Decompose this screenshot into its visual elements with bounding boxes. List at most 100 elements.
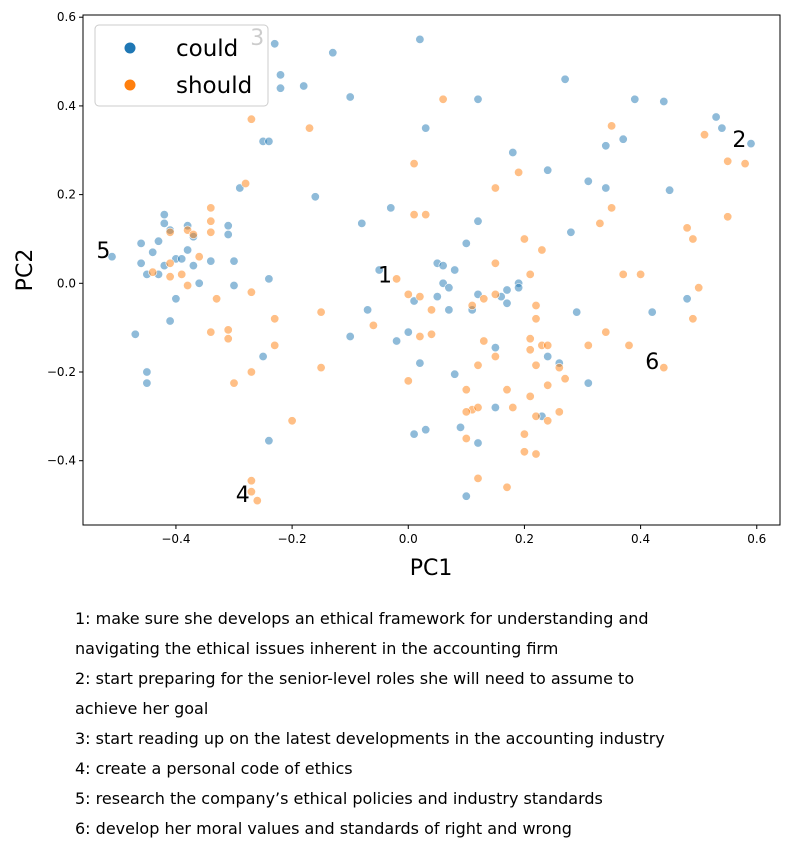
scatter-point-should	[554, 363, 564, 373]
x-tick-label: 0.2	[515, 532, 534, 546]
scatter-point-could	[328, 48, 338, 58]
scatter-point-should	[246, 487, 256, 497]
scatter-point-should	[688, 314, 698, 324]
legend-box	[94, 24, 269, 107]
scatter-point-could	[490, 343, 500, 353]
scatter-point-could	[473, 94, 483, 104]
scatter-point-could	[275, 70, 285, 80]
scatter-point-should	[502, 482, 512, 492]
scatter-point-should	[740, 159, 750, 169]
scatter-point-should	[659, 363, 669, 373]
scatter-point-could	[601, 183, 611, 193]
scatter-point-could	[438, 261, 448, 271]
x-tick-label: 0.0	[399, 532, 418, 546]
scatter-point-should	[618, 269, 628, 279]
scatter-point-should	[392, 274, 402, 284]
caption-line: 5: research the company’s ethical polici…	[75, 789, 603, 808]
scatter-point-should	[519, 234, 529, 244]
y-tick-label: −0.4	[47, 454, 76, 468]
scatter-point-could	[717, 123, 727, 133]
scatter-point-should	[699, 130, 709, 140]
scatter-point-could	[299, 81, 309, 91]
scatter-point-could	[444, 305, 454, 315]
scatter-point-could	[444, 283, 454, 293]
scatter-point-could	[432, 292, 442, 302]
scatter-point-should	[206, 227, 216, 237]
scatter-point-should	[688, 234, 698, 244]
scatter-point-could	[403, 327, 413, 337]
annotation-label-4: 4	[236, 483, 250, 508]
caption-line: 1: make sure she develops an ethical fra…	[75, 609, 649, 628]
scatter-point-could	[374, 265, 384, 275]
scatter-point-should	[212, 294, 222, 304]
scatter-point-could	[502, 285, 512, 295]
scatter-point-should	[560, 374, 570, 384]
scatter-point-should	[554, 407, 564, 417]
scatter-point-could	[560, 74, 570, 84]
scatter-point-should	[531, 300, 541, 310]
annotation-label-1: 1	[378, 263, 392, 288]
scatter-point-should	[270, 314, 280, 324]
scatter-point-could	[345, 92, 355, 102]
axis-ticks: −0.4 −0.2 0.0 0.2 0.4 0.6 −0.4 −0.2 0.0 0.2 0.4 0.6	[47, 10, 766, 546]
scatter-point-could	[502, 298, 512, 308]
scatter-point-could	[473, 438, 483, 448]
scatter-point-should	[479, 294, 489, 304]
scatter-point-should	[583, 340, 593, 350]
scatter-point-should	[601, 327, 611, 337]
scatter-point-could	[508, 148, 518, 158]
scatter-point-could	[258, 351, 268, 361]
scatter-point-should	[694, 283, 704, 293]
scatter-point-could	[142, 367, 152, 377]
scatter-point-could	[659, 97, 669, 107]
scatter-point-could	[159, 218, 169, 228]
scatter-point-could	[345, 331, 355, 341]
scatter-point-should	[519, 429, 529, 439]
annotation-label-6: 6	[645, 350, 659, 375]
scatter-point-should	[409, 159, 419, 169]
legend-marker-could	[124, 42, 136, 54]
scatter-point-should	[531, 314, 541, 324]
legend: could should	[94, 24, 269, 107]
scatter-point-should	[723, 212, 733, 222]
scatter-point-could	[136, 238, 146, 248]
scatter-point-should	[438, 94, 448, 104]
caption-line: 3: start reading up on the latest develo…	[75, 729, 665, 748]
scatter-point-could	[455, 422, 465, 432]
scatter-point-should	[415, 331, 425, 341]
scatter-point-should	[508, 402, 518, 412]
scatter-point-could	[490, 402, 500, 412]
scatter-point-could	[450, 265, 460, 275]
scatter-point-should	[223, 334, 233, 344]
scatter-point-could	[601, 141, 611, 151]
scatter-point-should	[490, 258, 500, 268]
scatter-point-could	[188, 261, 198, 271]
scatter-point-could	[310, 192, 320, 202]
scatter-point-should	[467, 300, 477, 310]
scatter-point-could	[159, 210, 169, 220]
caption-line: 4: create a personal code of ethics	[75, 759, 353, 778]
scatter-point-should	[682, 223, 692, 233]
scatter-point-should	[624, 340, 634, 350]
scatter-point-could	[514, 283, 524, 293]
scatter-point-could	[409, 429, 419, 439]
scatter-point-should	[246, 114, 256, 124]
scatter-point-should	[479, 336, 489, 346]
scatter-point-should	[165, 227, 175, 237]
scatter-point-could	[647, 307, 657, 317]
scatter-point-could	[229, 280, 239, 290]
scatter-point-should	[188, 230, 198, 240]
scatter-point-should	[473, 360, 483, 370]
x-tick-label: −0.4	[161, 532, 190, 546]
scatter-point-could	[264, 136, 274, 146]
scatter-point-could	[275, 83, 285, 93]
scatter-point-should	[415, 292, 425, 302]
scatter-point-should	[519, 447, 529, 457]
scatter-point-should	[525, 391, 535, 401]
scatter-point-could	[107, 252, 117, 262]
scatter-point-should	[473, 402, 483, 412]
legend-marker-should	[124, 79, 136, 91]
scatter-point-should	[165, 258, 175, 268]
scatter-point-could	[148, 247, 158, 257]
scatter-point-should	[490, 183, 500, 193]
